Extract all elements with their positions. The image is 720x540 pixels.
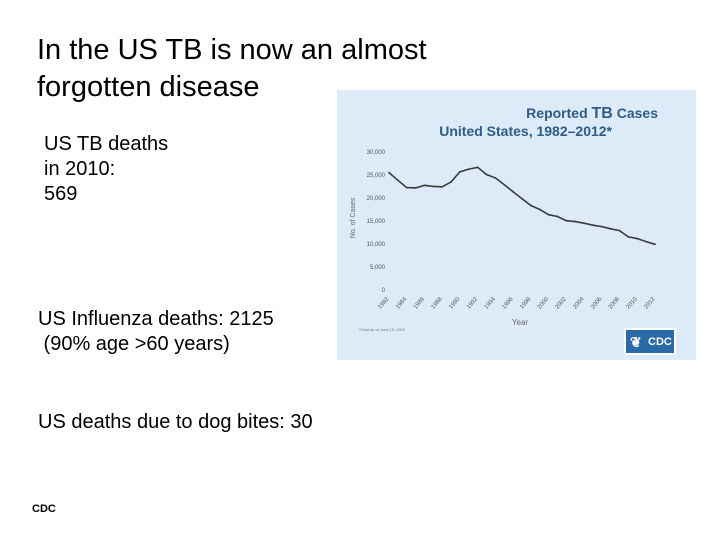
data-point bbox=[618, 229, 621, 232]
x-tick-label: 1988 bbox=[431, 296, 445, 311]
y-tick-label: 20,000 bbox=[367, 196, 386, 202]
data-point bbox=[627, 235, 630, 238]
x-tick-label: 2010 bbox=[626, 296, 640, 311]
data-point bbox=[592, 224, 594, 227]
title-line: In the US TB is now an almost bbox=[37, 34, 427, 66]
influenza-line: US Influenza deaths: 2125 bbox=[38, 308, 274, 330]
data-point bbox=[521, 197, 523, 200]
data-point bbox=[485, 173, 488, 176]
x-tick-label: 2008 bbox=[608, 296, 622, 311]
data-point bbox=[441, 185, 444, 188]
x-tick-label: 1994 bbox=[484, 296, 498, 311]
tb-deaths-value: 569 bbox=[44, 183, 78, 205]
tb-deaths-text: US TB deaths in 2010: 569 bbox=[44, 132, 168, 207]
chart-footnote: *Data as of June 10, 2013 bbox=[359, 327, 406, 332]
influenza-deaths-text: US Influenza deaths: 2125 (90% age >60 y… bbox=[38, 307, 274, 357]
y-axis-label: No. of Cases bbox=[350, 197, 357, 238]
x-tick-label: 2012 bbox=[643, 296, 657, 311]
y-tick-label: 5,000 bbox=[370, 265, 386, 271]
y-tick-label: 30,000 bbox=[367, 150, 386, 156]
data-point bbox=[414, 186, 417, 189]
x-axis-ticks: 1982 1984 1986 1988 1990 1992 1994 1996 1998 2000… bbox=[377, 296, 657, 311]
data-point bbox=[645, 240, 648, 243]
x-tick-label: 1984 bbox=[395, 296, 409, 311]
chart-title-line1: Reported TB Cases bbox=[526, 105, 658, 123]
chart-title-highlight: TB bbox=[591, 105, 613, 122]
tb-cases-series-line bbox=[388, 166, 656, 246]
chart-title-suffix: Cases bbox=[612, 105, 658, 121]
x-tick-label: 2000 bbox=[537, 296, 551, 311]
data-point bbox=[476, 166, 479, 169]
tb-cases-chart: Reported TB Cases United States, 1982–20… bbox=[337, 90, 696, 360]
hhs-eagle-icon: ❦ bbox=[630, 334, 642, 350]
x-tick-label: 2006 bbox=[590, 296, 604, 311]
data-point bbox=[574, 220, 577, 223]
data-point bbox=[547, 213, 550, 216]
data-point bbox=[503, 183, 506, 186]
dog-bite-deaths-text: US deaths due to dog bites: 30 bbox=[38, 410, 313, 435]
x-tick-label: 1998 bbox=[519, 296, 533, 311]
data-point bbox=[459, 170, 461, 173]
x-tick-label: 1986 bbox=[413, 296, 427, 311]
data-point bbox=[636, 237, 639, 240]
cdc-logo-text: CDC bbox=[648, 336, 672, 348]
data-point bbox=[600, 225, 603, 228]
y-tick-label: 10,000 bbox=[367, 242, 386, 248]
data-point bbox=[467, 168, 470, 170]
title-line: forgotten disease bbox=[37, 71, 260, 103]
y-axis-ticks: 0 5,000 10,000 15,000 20,000 25,000 30,000 bbox=[367, 150, 386, 294]
chart-plot: 0 5,000 10,000 15,000 20,000 25,000 30,000 198… bbox=[350, 150, 657, 332]
x-tick-label: 2004 bbox=[572, 296, 586, 311]
data-points bbox=[388, 166, 656, 246]
slide-title: In the US TB is now an almost forgotten … bbox=[37, 32, 557, 106]
data-point bbox=[432, 185, 435, 188]
x-axis-label: Year bbox=[512, 318, 529, 327]
x-tick-label: 2002 bbox=[555, 296, 569, 311]
y-tick-label: 0 bbox=[382, 288, 386, 294]
chart-title-prefix: Reported bbox=[526, 105, 592, 121]
data-point bbox=[538, 208, 541, 211]
data-point bbox=[609, 227, 612, 230]
data-point bbox=[529, 204, 532, 207]
x-tick-label: 1992 bbox=[466, 296, 480, 311]
data-point bbox=[450, 181, 452, 183]
cdc-logo: ❦ CDC bbox=[624, 328, 676, 355]
data-point bbox=[654, 243, 656, 246]
dog-bite-line: US deaths due to dog bites: 30 bbox=[38, 411, 313, 433]
data-point bbox=[388, 171, 390, 174]
data-point bbox=[494, 177, 497, 179]
source-label: CDC bbox=[32, 503, 56, 515]
data-point bbox=[556, 215, 559, 218]
x-tick-label: 1990 bbox=[448, 296, 462, 311]
data-point bbox=[512, 190, 515, 193]
chart-title-line2: United States, 1982–2012* bbox=[439, 123, 612, 139]
data-point bbox=[583, 222, 585, 225]
influenza-line: (90% age >60 years) bbox=[38, 333, 230, 355]
data-point bbox=[405, 186, 408, 189]
y-tick-label: 15,000 bbox=[367, 219, 386, 225]
tb-deaths-line: US TB deaths bbox=[44, 133, 169, 155]
data-point bbox=[565, 219, 568, 222]
x-tick-label: 1996 bbox=[501, 296, 515, 311]
x-tick-label: 1982 bbox=[377, 296, 391, 311]
data-point bbox=[423, 184, 426, 187]
data-point bbox=[396, 179, 399, 182]
y-tick-label: 25,000 bbox=[367, 173, 386, 179]
tb-deaths-line: in 2010: bbox=[44, 158, 116, 180]
